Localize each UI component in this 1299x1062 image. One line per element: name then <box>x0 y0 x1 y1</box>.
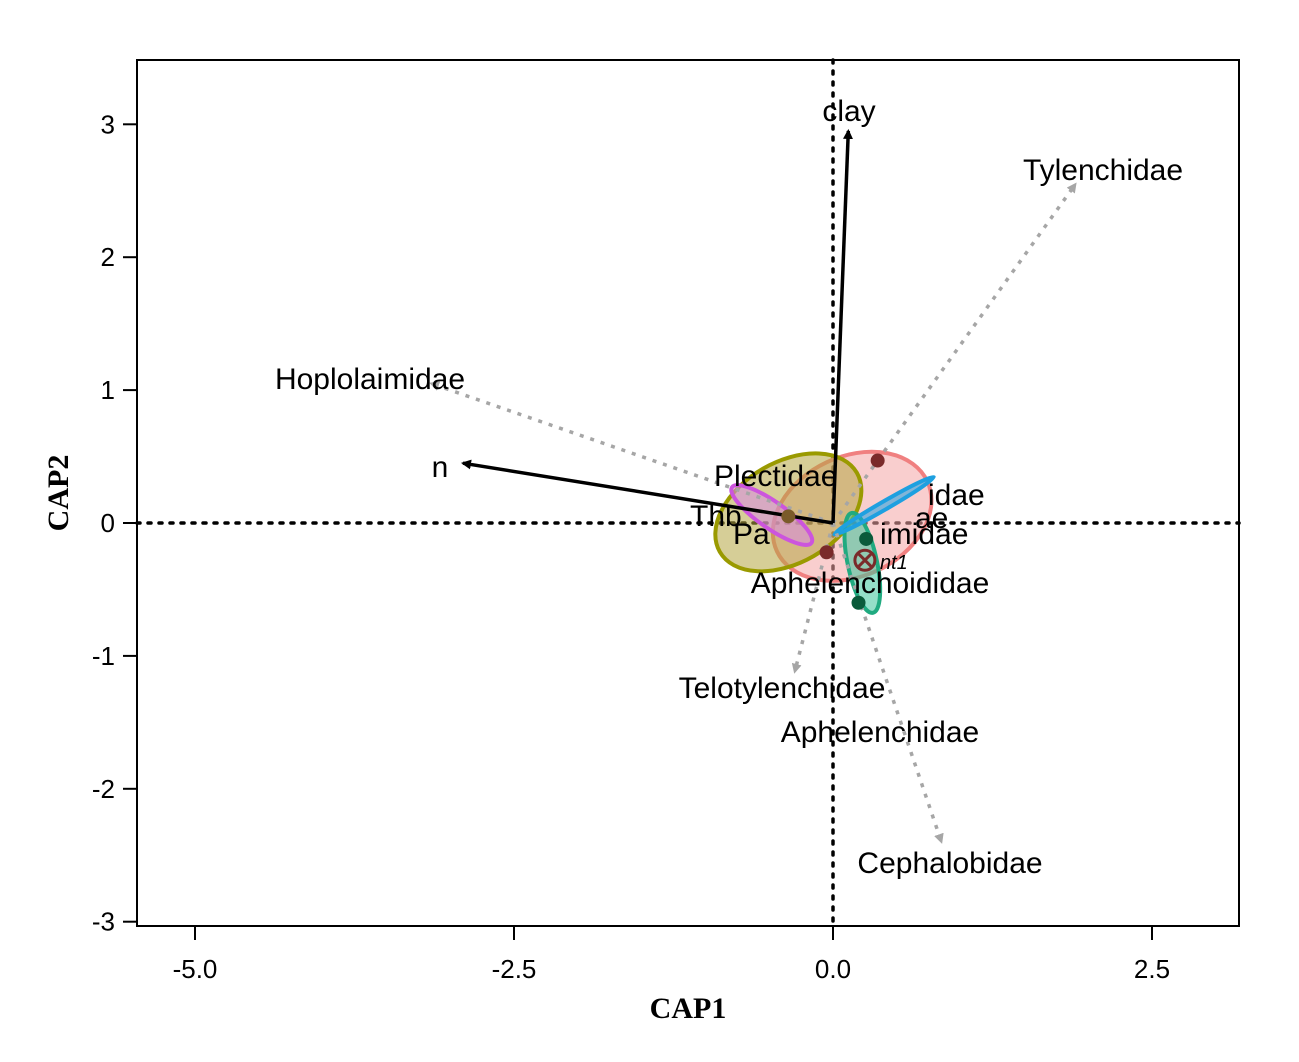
env-arrow-n <box>460 459 834 525</box>
reference-lines <box>135 58 1241 928</box>
env-labels: clay n <box>432 95 876 484</box>
x-tick-label: 0.0 <box>815 954 851 984</box>
species-label-aphelenchoididae: Aphelenchoididae <box>751 567 990 600</box>
y-axis-title: CAP2 <box>42 455 75 532</box>
env-label-n: n <box>432 451 449 484</box>
env-arrows <box>460 128 853 525</box>
y-tick-label: -1 <box>92 641 115 671</box>
x-tick-label: -2.5 <box>492 954 537 984</box>
species-labels: Tylenchidae Hoplolaimidae Telotylenchidae C… <box>275 154 1183 880</box>
site-point-5 <box>819 545 834 560</box>
site-points <box>781 453 885 610</box>
env-arrow-clay <box>831 128 853 524</box>
species-label-tylenchidae: Tylenchidae <box>1023 154 1183 187</box>
species-label-imidae: imidae <box>880 518 968 551</box>
env-label-clay: clay <box>822 95 875 128</box>
site-point-6 <box>781 509 796 524</box>
y-tick-label: -3 <box>92 907 115 937</box>
species-label-telotylenchidae: Telotylenchidae <box>679 672 886 705</box>
species-label-aphelenchidae: Aphelenchidae <box>781 716 980 749</box>
x-tick-label: 2.5 <box>1134 954 1170 984</box>
site-point-4 <box>853 548 877 572</box>
y-tick-label: -2 <box>92 774 115 804</box>
x-axis-ticks: -5.0 -2.5 0.0 2.5 <box>173 926 1170 984</box>
site-label: nt1 <box>880 552 908 574</box>
species-arrow-cephalobidae <box>831 522 944 844</box>
x-axis-title: CAP1 <box>650 992 727 1025</box>
y-tick-label: 2 <box>101 242 115 272</box>
site-point-3 <box>859 531 874 546</box>
species-label-plectidae: Plectidae <box>714 460 837 493</box>
y-tick-label: 0 <box>101 508 115 538</box>
species-label-hoplolaimidae: Hoplolaimidae <box>275 363 465 396</box>
species-label-pa: Pa <box>733 518 770 551</box>
x-tick-label: -5.0 <box>173 954 218 984</box>
y-tick-label: 3 <box>101 109 115 139</box>
site-point-1 <box>870 453 885 468</box>
species-label-thb: Thb <box>690 500 742 533</box>
y-tick-label: 1 <box>101 375 115 405</box>
species-label-cephalobidae: Cephalobidae <box>857 847 1042 880</box>
plot-frame <box>136 59 1240 927</box>
site-point-4-cross-b <box>856 552 873 569</box>
species-label-idae: idae <box>928 479 985 512</box>
site-point-2 <box>851 595 866 610</box>
species-label-ae: ae <box>915 502 948 535</box>
group-ellipses <box>713 449 936 615</box>
species-arrow-tylenchidae <box>831 182 1077 525</box>
species-arrow-hoplolaimidae <box>429 381 834 525</box>
group-ellipse-5 <box>832 474 936 537</box>
y-axis-ticks: -3 -2 -1 0 1 2 3 <box>92 109 137 937</box>
